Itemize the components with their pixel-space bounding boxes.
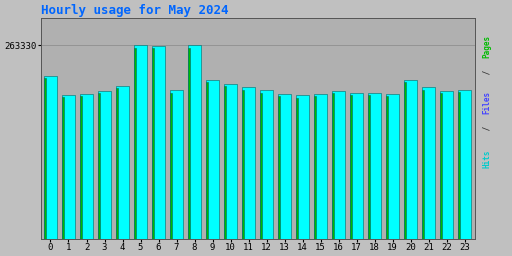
Bar [188,45,201,239]
Bar [260,90,273,239]
Bar [62,95,75,239]
Bar [350,95,352,239]
Bar [422,87,435,239]
Bar [116,88,118,239]
Bar [458,92,460,239]
Bar [98,91,111,239]
Bar [44,78,46,239]
Text: Hourly usage for May 2024: Hourly usage for May 2024 [40,4,228,17]
Bar [242,90,244,239]
Bar [80,94,93,239]
Bar [98,93,100,239]
Bar [170,92,172,239]
Bar [152,48,154,239]
Bar [422,90,424,239]
Bar [332,91,345,239]
Bar [224,84,237,239]
Bar [440,93,442,239]
Text: Pages: Pages [483,35,492,58]
Bar [386,94,399,239]
Bar [314,96,316,239]
Bar [152,46,165,239]
Bar [404,80,417,239]
Bar [296,98,298,239]
Bar [134,45,147,239]
Bar [188,48,190,239]
Text: Hits: Hits [483,150,492,168]
Bar [440,91,453,239]
Bar [404,82,406,239]
Bar [62,97,64,239]
Text: /: / [483,121,492,135]
Text: /: / [483,65,492,79]
Bar [116,86,129,239]
Bar [296,95,309,239]
Bar [386,96,388,239]
Bar [206,80,219,239]
Bar [278,96,280,239]
Bar [242,87,255,239]
Bar [458,90,471,239]
Bar [134,48,136,239]
Bar [350,92,363,239]
Bar [170,90,183,239]
Bar [278,94,291,239]
Bar [224,86,226,239]
Bar [206,82,208,239]
Bar [80,96,82,239]
Bar [368,95,370,239]
Bar [260,92,262,239]
Bar [368,93,381,239]
Text: Files: Files [483,91,492,114]
Bar [44,76,57,239]
Bar [332,93,334,239]
Bar [314,94,327,239]
